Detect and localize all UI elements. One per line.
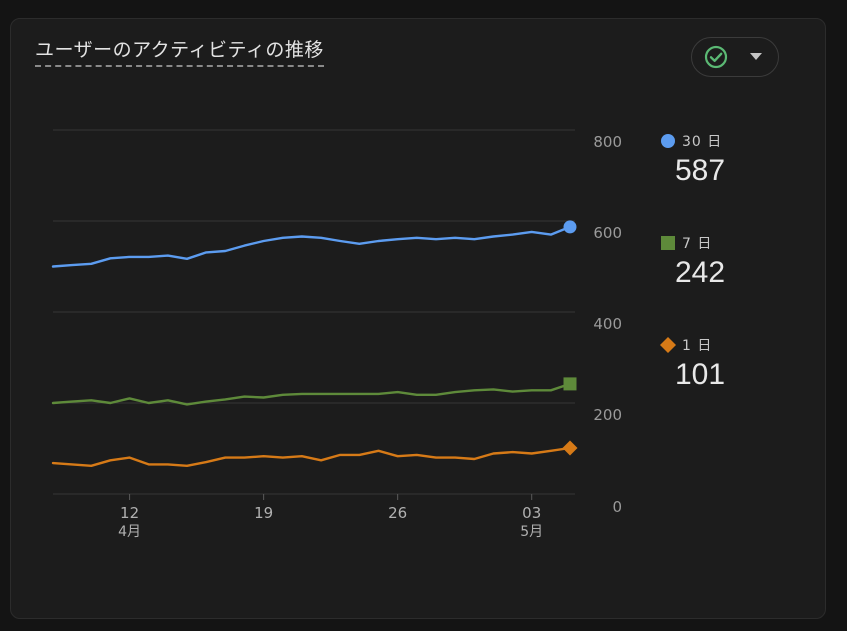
y-tick-label-400: 400: [593, 315, 622, 333]
legend-head: 1 日: [660, 335, 810, 355]
series-line-1: [51, 382, 572, 406]
legend-series-name: 1 日: [682, 338, 713, 354]
check-circle-icon: [704, 45, 728, 69]
series-end-marker-2: [562, 440, 578, 456]
y-tick-label-800: 800: [593, 133, 622, 151]
x-tick-label-19: 19: [254, 504, 273, 522]
legend-item-1[interactable]: 7 日 242: [660, 233, 810, 291]
y-tick-label-200: 200: [593, 406, 622, 424]
x-month-label-5月: 5月: [520, 524, 543, 540]
square-marker-icon: [661, 236, 675, 250]
card-title[interactable]: ユーザーのアクティビティの推移: [35, 38, 324, 67]
legend-series-value: 242: [675, 256, 726, 289]
legend-series-name: 30 日: [682, 134, 723, 150]
legend-item-0[interactable]: 30 日 587: [660, 131, 810, 189]
legend-marker-shape-1: [661, 236, 675, 250]
legend-series-name: 7 日: [682, 236, 713, 252]
legend-series-value: 587: [675, 154, 726, 187]
legend-head: 7 日: [660, 233, 810, 253]
x-tick-label-12: 12: [120, 504, 139, 522]
legend-marker-shape-0: [661, 134, 675, 148]
status-dropdown-button[interactable]: [691, 37, 779, 77]
x-month-label-4月: 4月: [118, 524, 141, 540]
series-line-0: [51, 225, 572, 268]
series-line-2: [51, 446, 572, 467]
series-end-marker-0: [563, 220, 577, 234]
legend-marker-shape-2: [660, 337, 676, 353]
x-tick-label-03: 03: [522, 504, 541, 522]
caret-down-icon: [750, 53, 762, 60]
legend-item-2[interactable]: 1 日 101: [660, 335, 810, 393]
diamond-marker-icon: [660, 337, 676, 353]
legend-series-value: 101: [675, 358, 726, 391]
x-tick-label-26: 26: [388, 504, 407, 522]
y-tick-label-0: 0: [612, 498, 622, 516]
legend-head: 30 日: [660, 131, 810, 151]
activity-card: [10, 18, 826, 619]
circle-marker-icon: [661, 134, 675, 148]
series-end-marker-1: [563, 377, 577, 391]
y-tick-label-600: 600: [593, 224, 622, 242]
